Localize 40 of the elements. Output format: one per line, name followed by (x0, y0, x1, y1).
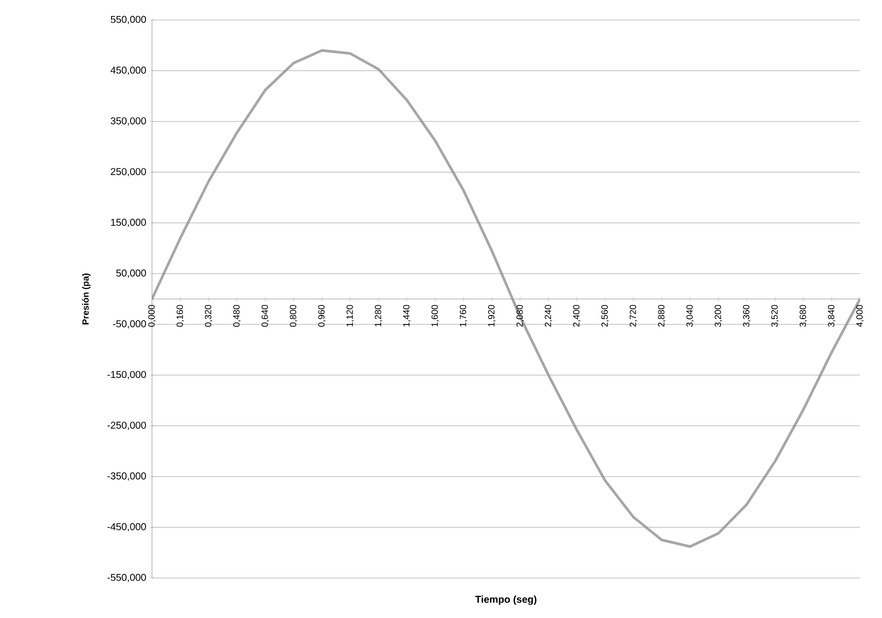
y-tick-label: 350,000 (110, 117, 146, 126)
x-tick-label: 1,120 (346, 304, 354, 326)
x-tick-label: 0,320 (204, 304, 212, 327)
y-tick-label: -150,000 (107, 370, 146, 380)
x-tick-label: 2,560 (601, 304, 609, 327)
y-tick-label: -450,000 (107, 523, 146, 532)
x-tick-label: 1,440 (403, 304, 411, 326)
y-tick-label: 50,000 (116, 270, 146, 278)
x-axis-title: Tiempo (seg) (475, 596, 536, 605)
x-tick-label: 0,640 (262, 304, 269, 327)
x-tick-label: 1,920 (488, 304, 496, 326)
y-tick-label: -250,000 (107, 422, 146, 430)
x-tick-label: 0,000 (148, 304, 156, 327)
x-tick-label: 1,280 (374, 304, 382, 326)
x-tick-label: 1,760 (460, 304, 468, 326)
y-tick-label: -350,000 (107, 472, 146, 481)
x-tick-label: 0,960 (318, 304, 326, 327)
x-tick-label: 1,600 (431, 304, 439, 326)
x-tick-label: 2,720 (630, 304, 638, 327)
x-tick-label: 0,480 (233, 304, 241, 327)
x-tick-label: 0,800 (290, 304, 298, 327)
x-tick-label: 2,400 (573, 304, 580, 327)
y-tick-label: 150,000 (111, 218, 146, 228)
y-axis-title: Presión (pa) (82, 274, 90, 324)
y-tick-label: -550,000 (107, 574, 146, 582)
x-tick-label: 2,240 (544, 304, 552, 327)
x-tick-label: 3,200 (714, 304, 722, 327)
x-tick-label: 3,360 (743, 304, 750, 327)
x-tick-label: 3,520 (771, 304, 779, 327)
y-tick-label: -50,000 (113, 320, 146, 328)
y-tick-label: 550,000 (110, 16, 146, 24)
y-tick-label: 250,000 (110, 168, 146, 176)
x-tick-label: 2,880 (658, 304, 666, 327)
x-tick-label: 3,840 (828, 304, 836, 327)
x-tick-label: 0,160 (176, 304, 184, 327)
x-tick-label: 3,040 (686, 304, 694, 327)
x-tick-label: 4,000 (856, 304, 864, 327)
y-tick-label: 450,000 (110, 66, 146, 75)
x-tick-label: 2,080 (516, 304, 524, 327)
x-tick-label: 3,680 (800, 304, 808, 327)
